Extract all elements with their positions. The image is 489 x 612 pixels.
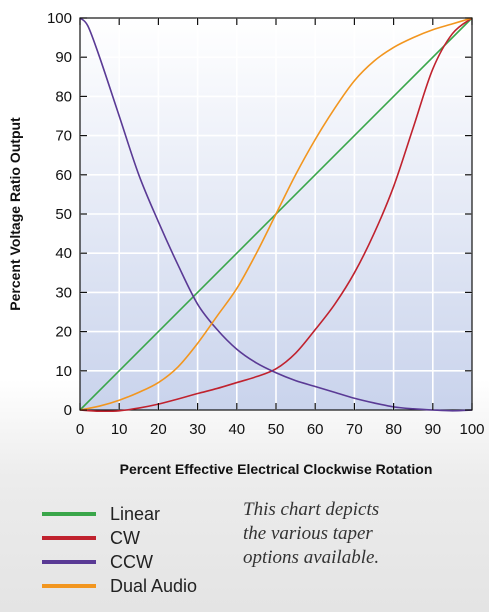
x-axis-title: Percent Effective Electrical Clockwise R…	[120, 461, 433, 477]
series-line-ccw	[79, 17, 473, 412]
note-line-3: options available.	[243, 547, 380, 568]
x-tick-label: 60	[307, 421, 324, 438]
y-tick-label: 10	[55, 363, 72, 380]
legend-swatch	[42, 512, 96, 516]
x-tick-label: 40	[228, 421, 245, 438]
x-tick-label: 80	[385, 421, 402, 438]
y-tick-label: 80	[55, 88, 72, 105]
x-tick-label: 0	[76, 421, 84, 438]
chart: 0 10 20 30 40 50 60 70 80 90 100 0 10 20 30 40 50 60 70 80 9…	[7, 10, 485, 477]
y-tick-label: 50	[55, 206, 72, 223]
y-tick-label: 100	[47, 10, 72, 27]
ticks-group: 0 10 20 30 40 50 60 70 80 90 100 0 10 20 30 40 50 60 70 80 9…	[47, 10, 485, 438]
chart-note: This chart depicts the various taper opt…	[243, 498, 443, 570]
series-line-cw	[79, 17, 473, 413]
x-tick-label: 20	[150, 421, 167, 438]
series-group	[79, 17, 473, 413]
legend-swatch	[42, 584, 96, 588]
y-tick-label: 70	[55, 128, 72, 145]
y-tick-label: 0	[64, 402, 72, 419]
note-line-1: This chart depicts	[243, 499, 380, 520]
y-tick-label: 30	[55, 284, 72, 301]
x-tick-label: 70	[346, 421, 363, 438]
legend-label: CW	[110, 527, 140, 548]
legend-label: Dual Audio	[110, 575, 198, 596]
x-tick-label: 50	[268, 421, 285, 438]
legend: Linear CW CCW Dual Audio	[42, 502, 197, 598]
y-axis-title: Percent Voltage Ratio Output	[7, 117, 23, 311]
legend-item-cw: CW	[42, 526, 197, 550]
y-tick-label: 40	[55, 245, 72, 262]
y-tick-label: 90	[55, 49, 72, 66]
legend-item-ccw: CCW	[42, 550, 197, 574]
x-tick-label: 100	[459, 421, 484, 438]
x-tick-label: 90	[424, 421, 441, 438]
grid	[80, 18, 472, 410]
series-line-dual-audio	[79, 17, 473, 411]
y-tick-label: 20	[55, 324, 72, 341]
legend-label: CCW	[110, 551, 153, 572]
x-tick-label: 30	[189, 421, 206, 438]
y-tick-label: 60	[55, 167, 72, 184]
legend-item-linear: Linear	[42, 502, 197, 526]
legend-swatch	[42, 536, 96, 540]
legend-item-dual-audio: Dual Audio	[42, 574, 197, 598]
x-tick-label: 10	[111, 421, 128, 438]
legend-swatch	[42, 560, 96, 564]
legend-label: Linear	[110, 503, 161, 524]
note-line-2: the various taper	[243, 523, 373, 544]
